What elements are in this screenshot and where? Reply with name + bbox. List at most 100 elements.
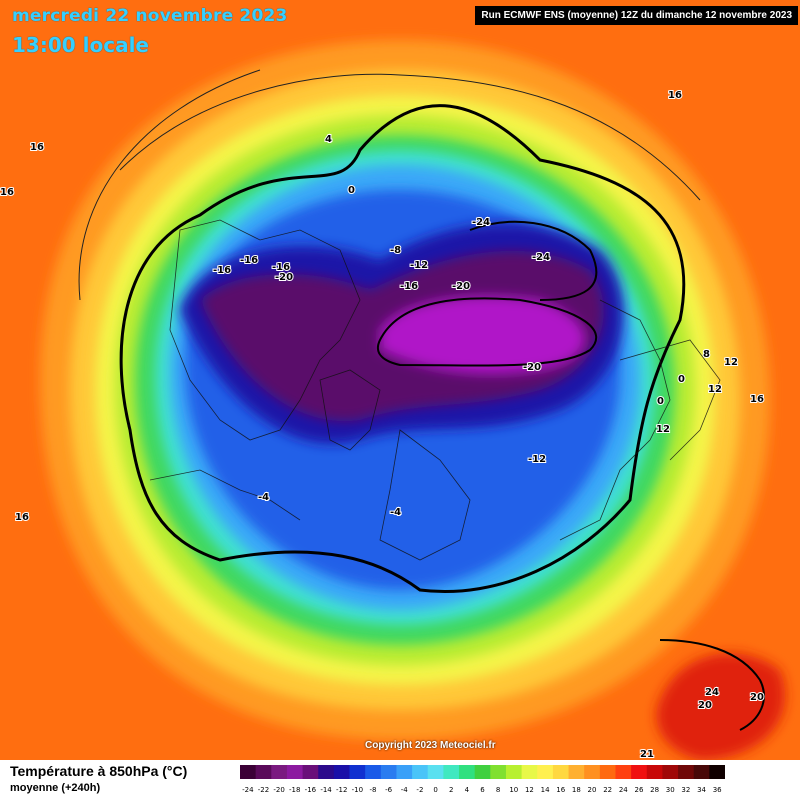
contour-label: -4 bbox=[390, 507, 401, 518]
contour-label: 4 bbox=[325, 134, 332, 145]
scale-swatch bbox=[302, 765, 319, 779]
forecast-time: 13:00 locale bbox=[12, 33, 149, 57]
scale-swatch bbox=[615, 765, 632, 779]
scale-swatch bbox=[490, 765, 507, 779]
contour-label: -16 bbox=[213, 265, 231, 276]
scale-tick-label: -8 bbox=[369, 786, 376, 794]
contour-label: 0 bbox=[657, 396, 664, 407]
scale-tick-label: 6 bbox=[480, 786, 485, 794]
scale-tick-label: 18 bbox=[572, 786, 581, 794]
copyright-notice: Copyright 2023 Meteociel.fr bbox=[365, 740, 496, 751]
scale-tick-label: -10 bbox=[352, 786, 363, 794]
scale-tick-label: -16 bbox=[305, 786, 317, 794]
contour-label: 16 bbox=[0, 187, 14, 198]
contour-label-layer: 16 16 16 16 4 0 -8 -12 -16 -16 -16 -16 -… bbox=[0, 89, 765, 760]
scale-swatch bbox=[333, 765, 350, 779]
contour-label: -8 bbox=[390, 245, 401, 256]
color-scale: -24 -22 -20 -18 -16 -14 -12 -10 -8 -6 -4 -2 0 2 4 6 8 10 1… bbox=[240, 765, 725, 794]
scale-swatch bbox=[318, 765, 335, 779]
contour-label: 16 bbox=[668, 90, 682, 101]
scale-swatch bbox=[380, 765, 397, 779]
scale-swatch bbox=[709, 765, 725, 779]
contour-label: -24 bbox=[532, 252, 550, 263]
contour-label: -24 bbox=[472, 217, 490, 228]
scale-tick-label: 14 bbox=[541, 786, 550, 794]
scale-tick-label: -18 bbox=[289, 786, 300, 794]
contour-label: -20 bbox=[452, 281, 470, 292]
run-info-badge: Run ECMWF ENS (moyenne) 12Z du dimanche … bbox=[475, 6, 798, 25]
scale-swatch bbox=[286, 765, 303, 779]
scale-swatch bbox=[459, 765, 476, 779]
scale-swatch bbox=[662, 765, 679, 779]
legend-subtitle: moyenne (+240h) bbox=[10, 782, 101, 794]
scale-tick-label: 0 bbox=[433, 786, 437, 794]
scale-swatch bbox=[271, 765, 288, 779]
contour-label: -16 bbox=[240, 255, 258, 266]
temperature-map: 16 16 16 16 4 0 -8 -12 -16 -16 -16 -16 -… bbox=[0, 0, 800, 760]
scale-tick-label: -14 bbox=[320, 786, 332, 794]
scale-swatch bbox=[599, 765, 616, 779]
scale-swatch bbox=[631, 765, 648, 779]
contour-label: 16 bbox=[750, 394, 764, 405]
contour-label: 0 bbox=[348, 185, 355, 196]
scale-swatch bbox=[678, 765, 695, 779]
contour-label: 12 bbox=[724, 357, 738, 368]
contour-label: 0 bbox=[678, 374, 685, 385]
scale-swatch bbox=[505, 765, 523, 779]
scale-tick-label: 2 bbox=[449, 786, 453, 794]
scale-swatch bbox=[584, 765, 601, 779]
contour-label: 16 bbox=[15, 512, 29, 523]
contour-label: -20 bbox=[275, 272, 293, 283]
scale-tick-label: 22 bbox=[603, 786, 612, 794]
contour-label: 16 bbox=[30, 142, 44, 153]
contour-label: 24 bbox=[705, 687, 719, 698]
scale-tick-label: 8 bbox=[496, 786, 500, 794]
scale-swatch bbox=[349, 765, 366, 779]
contour-label: -12 bbox=[410, 260, 428, 271]
scale-swatch bbox=[443, 765, 460, 779]
contour-lines bbox=[78, 69, 765, 731]
scale-tick-label: 12 bbox=[525, 786, 534, 794]
scale-tick-label: -6 bbox=[385, 786, 393, 794]
scale-tick-label: -20 bbox=[273, 786, 284, 794]
contour-label: -4 bbox=[258, 492, 269, 503]
scale-tick-label: -24 bbox=[242, 786, 254, 794]
coastlines bbox=[149, 219, 721, 561]
scale-tick-label: 10 bbox=[509, 786, 518, 794]
contour-label: -16 bbox=[272, 262, 290, 273]
scale-tick-label: -22 bbox=[258, 786, 269, 794]
scale-tick-label: -4 bbox=[401, 786, 409, 794]
scale-swatch bbox=[646, 765, 663, 779]
scale-swatch bbox=[412, 765, 429, 779]
scale-tick-label: 32 bbox=[681, 786, 690, 794]
scale-tick-label: -12 bbox=[336, 786, 347, 794]
scale-tick-label: 24 bbox=[619, 786, 628, 794]
legend-title: Température à 850hPa (°C) bbox=[10, 763, 188, 779]
scale-swatch bbox=[521, 765, 538, 779]
contour-label: -16 bbox=[400, 281, 418, 292]
contour-label: 12 bbox=[708, 384, 722, 395]
scale-tick-label: 34 bbox=[697, 786, 706, 794]
scale-tick-label: 30 bbox=[666, 786, 675, 794]
scale-tick-label: 26 bbox=[634, 786, 643, 794]
scale-tick-label: 28 bbox=[650, 786, 659, 794]
contour-label: 20 bbox=[698, 700, 712, 711]
scale-tick-label: 36 bbox=[713, 786, 722, 794]
scale-swatch bbox=[552, 765, 569, 779]
forecast-date: mercredi 22 novembre 2023 bbox=[12, 6, 288, 26]
contour-label: -20 bbox=[523, 362, 541, 373]
contour-label: 12 bbox=[656, 424, 670, 435]
contour-label: 8 bbox=[703, 349, 710, 360]
scale-swatch bbox=[427, 765, 444, 779]
contour-label: 20 bbox=[750, 692, 764, 703]
scale-swatch bbox=[240, 765, 257, 779]
scale-swatch bbox=[474, 765, 491, 779]
scale-swatch bbox=[255, 765, 272, 779]
scale-tick-label: 20 bbox=[588, 786, 597, 794]
scale-swatch bbox=[537, 765, 554, 779]
contour-label: -12 bbox=[528, 454, 546, 465]
scale-swatch bbox=[693, 765, 710, 779]
scale-tick-label: -2 bbox=[416, 786, 423, 794]
scale-swatch bbox=[568, 765, 585, 779]
scale-tick-label: 16 bbox=[556, 786, 565, 794]
